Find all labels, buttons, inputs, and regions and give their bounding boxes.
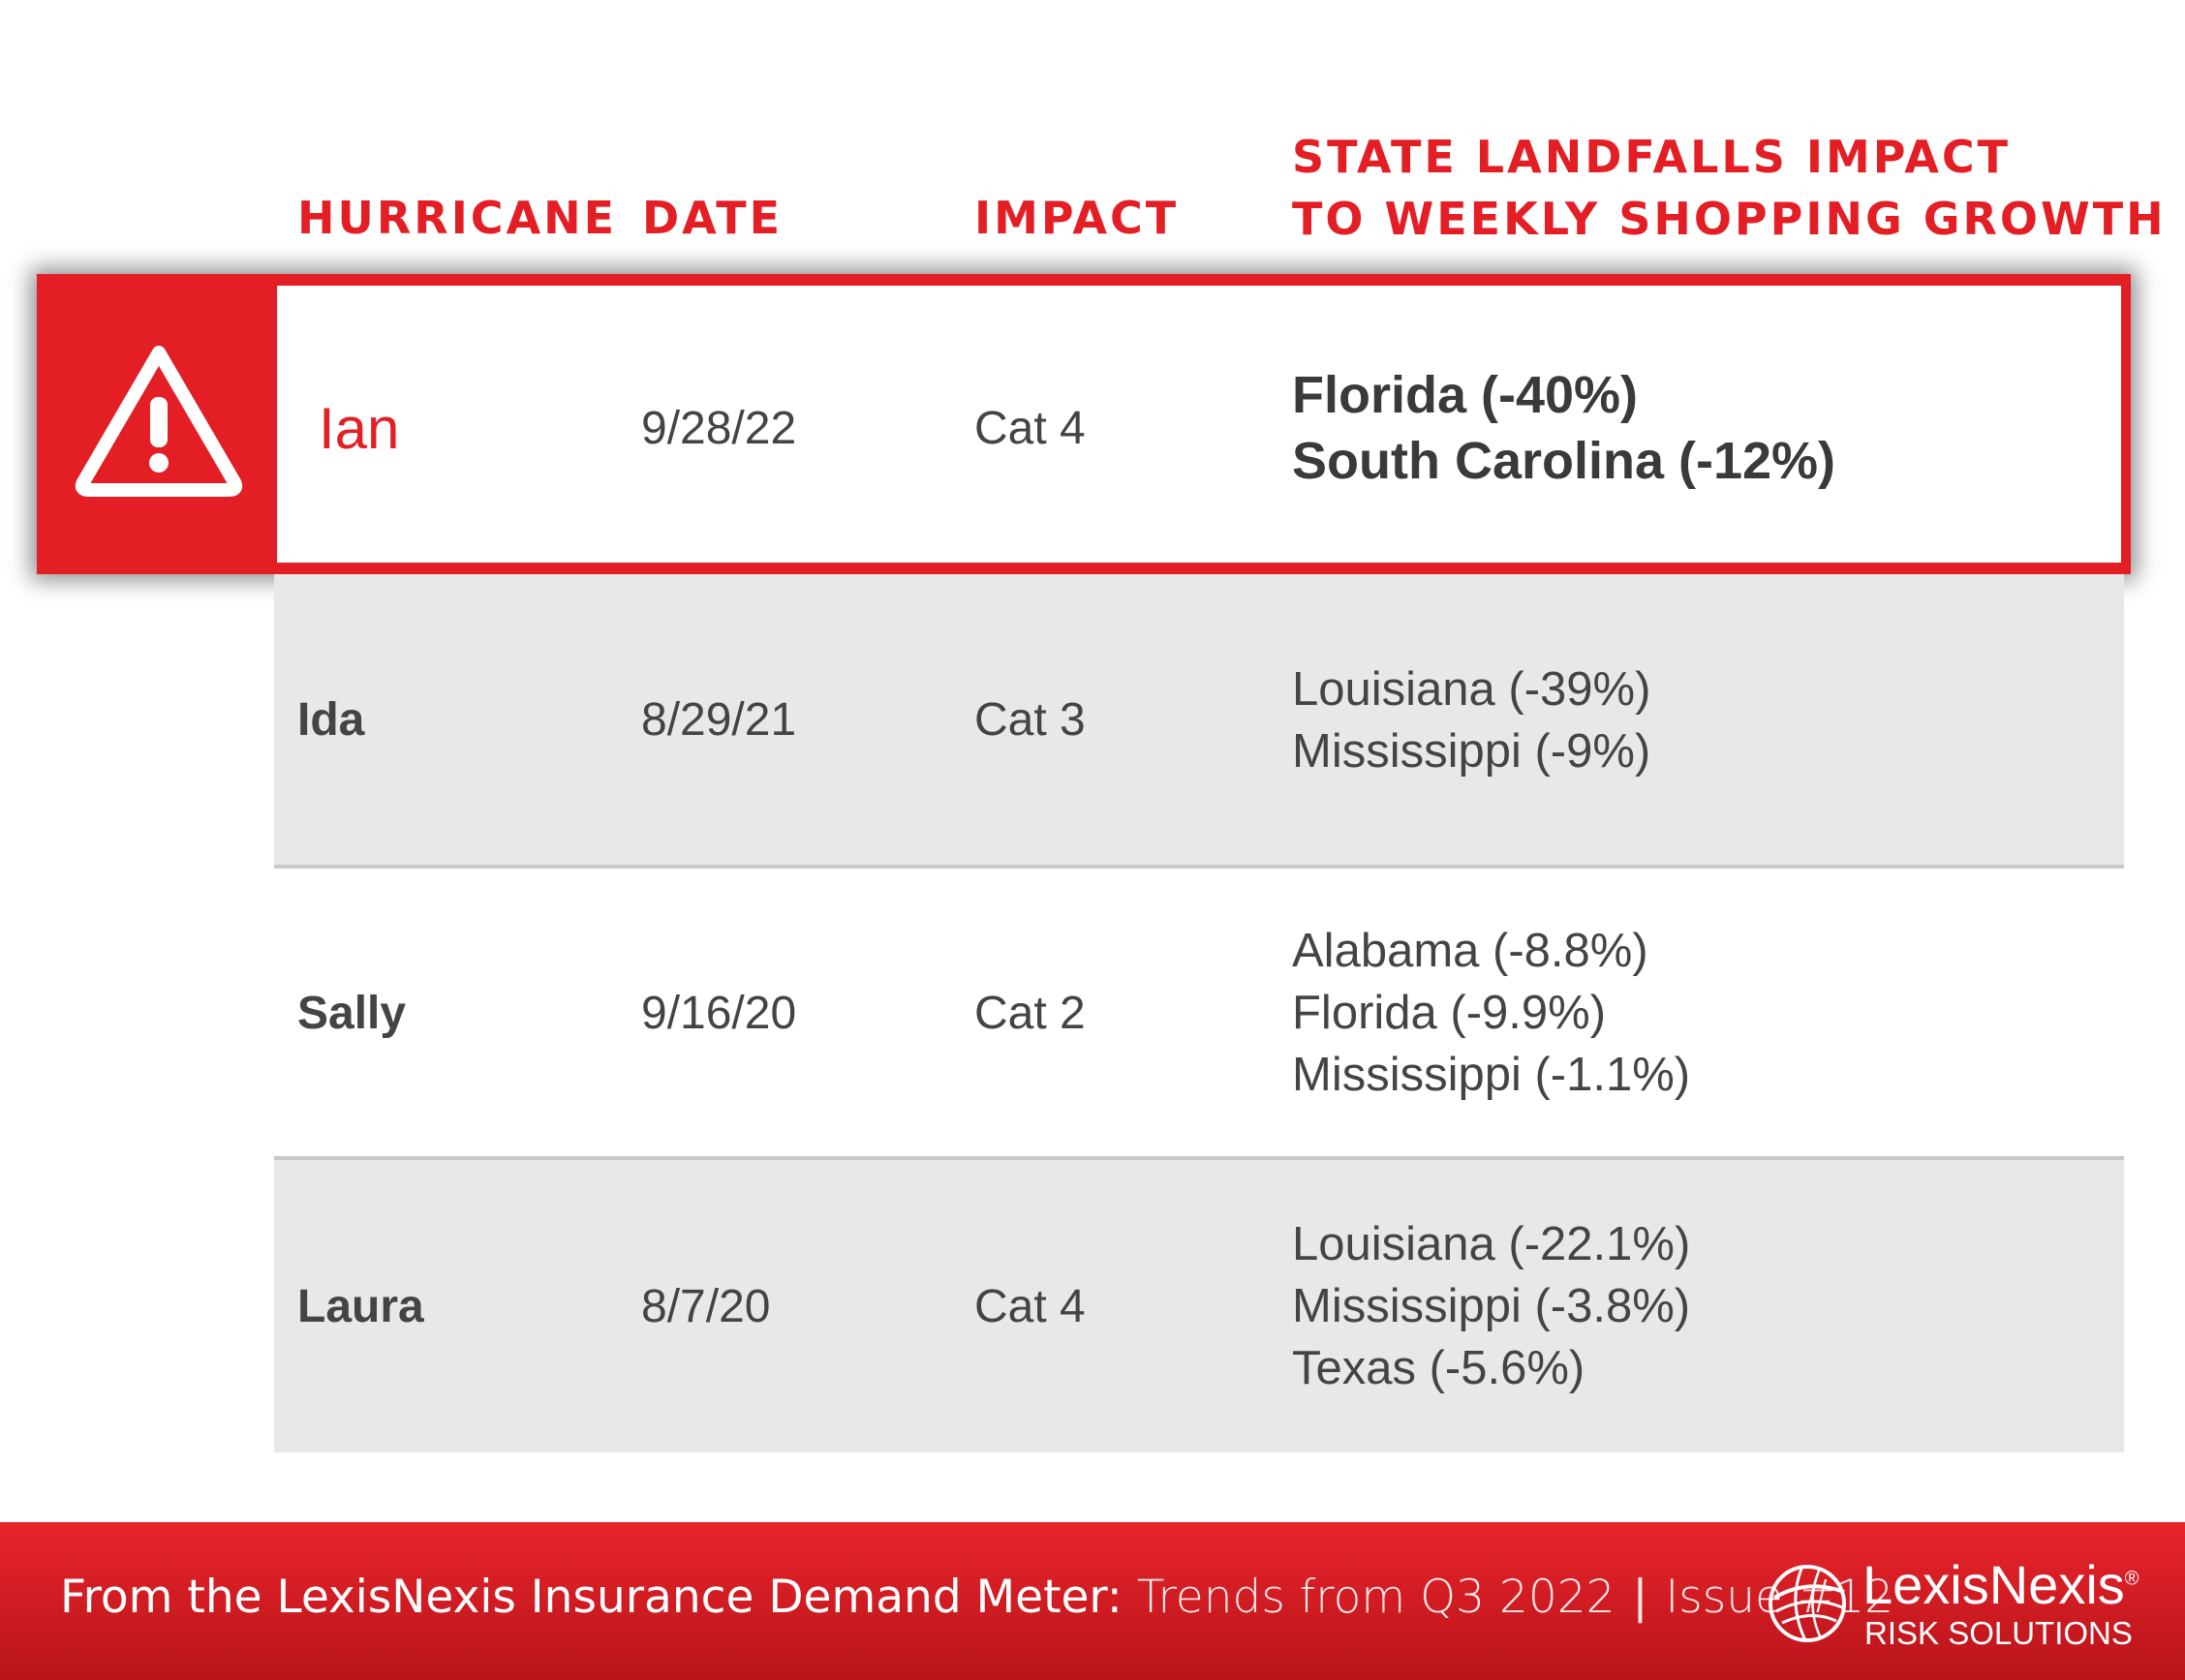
header-state-landfalls: STATE LANDFALLS IMPACT TO WEEKLY SHOPPIN… bbox=[1292, 126, 2167, 250]
header-states-line2: TO WEEKLY SHOPPING GROWTH bbox=[1292, 193, 2167, 245]
lexisnexis-globe-icon bbox=[1769, 1565, 1846, 1642]
footer-trends: Trends from Q3 2022 bbox=[1136, 1571, 1616, 1624]
footer-source: From the LexisNexis Insurance Demand Met… bbox=[60, 1571, 1123, 1624]
row-laura-state-2: Mississippi (-3.8%) bbox=[1292, 1280, 1691, 1332]
row-ida-impact: Cat 3 bbox=[974, 694, 1086, 746]
row-divider bbox=[274, 865, 2124, 869]
logo-subtitle: RISK SOLUTIONS bbox=[1864, 1615, 2133, 1651]
row-ian-state-1: Florida (-40%) bbox=[1292, 366, 1639, 424]
header-hurricane: HURRICANE bbox=[297, 192, 618, 244]
row-ian-name: Ian bbox=[319, 395, 400, 461]
table-row bbox=[274, 574, 2124, 866]
row-laura-date: 8/7/20 bbox=[641, 1280, 771, 1332]
row-divider bbox=[274, 1156, 2124, 1160]
header-states-line1: STATE LANDFALLS IMPACT bbox=[1292, 131, 2012, 183]
row-ida-states: Louisiana (-39%) Mississippi (-9%) bbox=[1292, 574, 1650, 870]
highlight-row-body bbox=[277, 286, 2121, 563]
row-ida-state-1: Louisiana (-39%) bbox=[1292, 662, 1651, 716]
row-ian-states: Florida (-40%) South Carolina (-12%) bbox=[1292, 358, 1835, 498]
logo-name: LexisNexis® bbox=[1862, 1554, 2139, 1615]
row-ian-date: 9/28/22 bbox=[641, 402, 797, 454]
logo-trademark: ® bbox=[2124, 1568, 2139, 1590]
header-date: DATE bbox=[642, 192, 784, 244]
table-row bbox=[274, 1160, 2124, 1452]
row-laura-states: Louisiana (-22.1%) Mississippi (-3.8%) T… bbox=[1292, 1160, 1690, 1452]
row-ian-state-2: South Carolina (-12%) bbox=[1292, 432, 1836, 490]
row-ida-name: Ida bbox=[297, 694, 365, 746]
header-impact: IMPACT bbox=[974, 192, 1180, 244]
row-laura-impact: Cat 4 bbox=[974, 1280, 1086, 1332]
row-ian-impact: Cat 4 bbox=[974, 402, 1086, 454]
row-laura-state-3: Texas (-5.6%) bbox=[1292, 1342, 1585, 1394]
row-sally-state-3: Mississippi (-1.1%) bbox=[1292, 1049, 1691, 1101]
row-sally-state-1: Alabama (-8.8%) bbox=[1292, 925, 1648, 977]
row-sally-impact: Cat 2 bbox=[974, 987, 1086, 1039]
row-laura-name: Laura bbox=[297, 1280, 424, 1332]
lexisnexis-logo: LexisNexis® RISK SOLUTIONS bbox=[1763, 1553, 2150, 1660]
row-sally-states: Alabama (-8.8%) Florida (-9.9%) Mississi… bbox=[1292, 869, 1690, 1157]
row-laura-state-1: Louisiana (-22.1%) bbox=[1292, 1218, 1691, 1270]
row-ida-date: 8/29/21 bbox=[641, 694, 797, 746]
warning-triangle-icon bbox=[75, 346, 243, 497]
footer-separator: | bbox=[1632, 1571, 1648, 1624]
row-ida-state-2: Mississippi (-9%) bbox=[1292, 724, 1651, 778]
row-sally-state-2: Florida (-9.9%) bbox=[1292, 987, 1607, 1039]
row-sally-date: 9/16/20 bbox=[641, 987, 797, 1039]
footer-caption: From the LexisNexis Insurance Demand Met… bbox=[60, 1571, 1893, 1624]
row-sally-name: Sally bbox=[297, 987, 407, 1039]
